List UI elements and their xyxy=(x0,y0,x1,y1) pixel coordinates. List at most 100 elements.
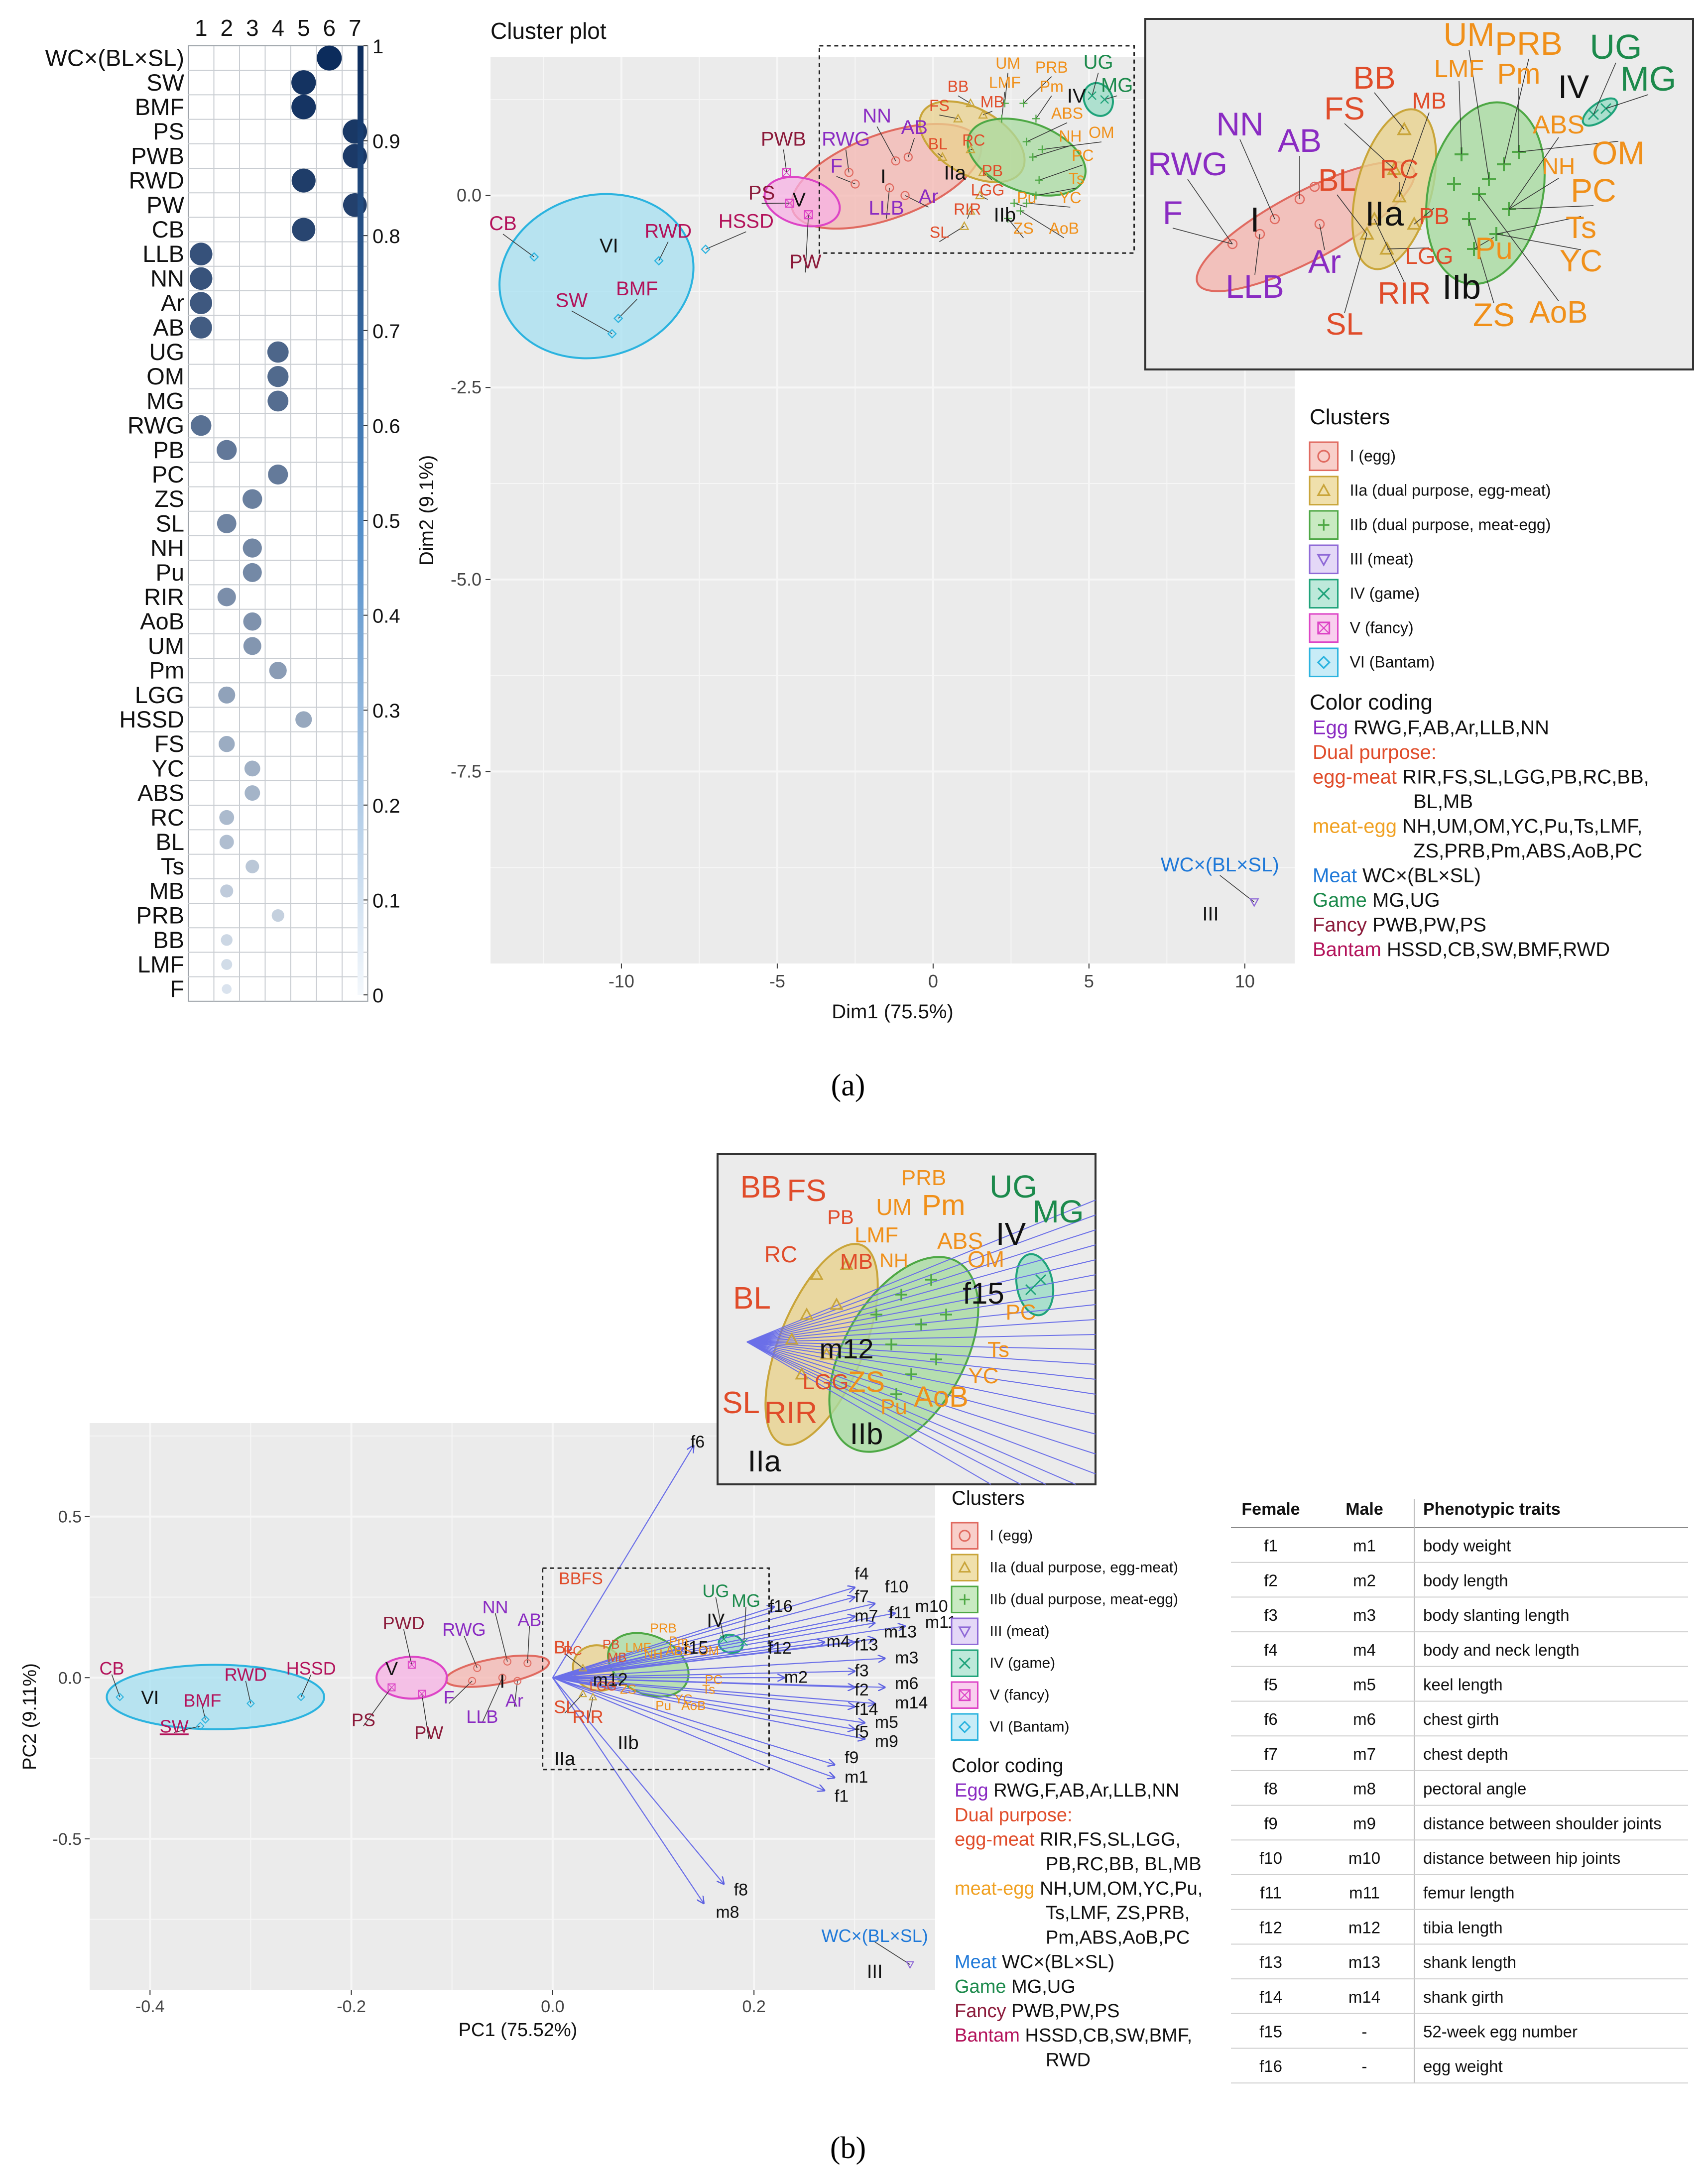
inset-b-label: ABS xyxy=(937,1228,983,1254)
legend-item-label: IIa (dual purpose, egg-meat) xyxy=(989,1560,1178,1576)
corr-colorbar xyxy=(358,46,364,995)
color-coding-value: RWG,F,AB,Ar,LLB,NN xyxy=(988,1780,1180,1801)
legend-item-label: VI (Bantam) xyxy=(989,1719,1069,1735)
point-label: PB xyxy=(981,162,1003,180)
leader-line xyxy=(111,1674,121,1697)
inset-b-label: UG xyxy=(989,1169,1037,1205)
leader-line xyxy=(967,211,971,219)
inset-b-vector xyxy=(746,1289,1096,1342)
corr-grid-frame xyxy=(188,45,368,1002)
legend-key-symbol xyxy=(1317,587,1330,600)
point-LMF xyxy=(997,115,1006,123)
point-label: PC xyxy=(1072,146,1094,164)
legend-key xyxy=(951,1554,978,1581)
inset-b-vector xyxy=(746,1214,1096,1342)
inset-b-label: BL xyxy=(733,1281,771,1316)
vector-label: m10 xyxy=(915,1597,948,1616)
point-PWB xyxy=(782,168,791,177)
inset-b-vector xyxy=(746,1341,1096,1415)
inset-a-label: ZS xyxy=(1473,296,1515,333)
point-label: CB xyxy=(489,213,517,235)
y-tick-label: -2.5 xyxy=(451,377,482,397)
legend-key-symbol-x xyxy=(959,1689,971,1701)
table-cell-female: f3 xyxy=(1264,1606,1278,1624)
inset-a-leader xyxy=(1399,112,1430,197)
inset-a-leader xyxy=(1478,194,1559,302)
color-coding-line: BL,MB xyxy=(1413,791,1473,813)
corr-row-label: NN xyxy=(150,265,184,291)
point-label-small: NH xyxy=(644,1646,663,1661)
point-PC xyxy=(1035,176,1043,184)
inset-a-point xyxy=(1447,177,1461,191)
legend-key-symbol xyxy=(1317,655,1331,669)
inset-a-label: UG xyxy=(1590,27,1642,66)
loading-vector xyxy=(552,1623,875,1679)
point-NN xyxy=(503,1657,511,1666)
corr-dot xyxy=(217,588,236,606)
inset-b-label: PC xyxy=(1005,1300,1036,1325)
leader-line xyxy=(805,215,809,273)
inset-b-vector xyxy=(746,1341,1096,1395)
leader-line xyxy=(421,1693,429,1739)
inset-a-label: Pu xyxy=(1475,232,1513,266)
corr-dot xyxy=(291,70,316,95)
color-coding-value: BL,MB xyxy=(1413,791,1473,813)
vector-label: m4 xyxy=(827,1632,850,1651)
point-label: RC xyxy=(962,131,985,149)
inset-a-label: SL xyxy=(1326,307,1363,342)
leader-line xyxy=(1092,72,1099,96)
leader-line xyxy=(836,176,855,185)
color-coding-key: Bantam xyxy=(955,2025,1020,2046)
x-axis-label: PC1 (75.52%) xyxy=(459,2020,578,2041)
inset-b-label: OM xyxy=(968,1246,1004,1272)
cluster-ellipse-IV xyxy=(1083,82,1114,117)
color-coding-line: PB,RC,BB, BL,MB xyxy=(1046,1854,1202,1875)
color-coding-title: Color coding xyxy=(1310,690,1433,715)
inset-a-leader xyxy=(1187,179,1233,244)
inset-b-point xyxy=(800,1307,814,1320)
cluster-label: IIb xyxy=(994,204,1016,226)
table-header-male: Male xyxy=(1345,1500,1383,1519)
inset-a-leader xyxy=(1414,208,1435,225)
leader-line xyxy=(1026,203,1071,208)
table-header-traits: Phenotypic traits xyxy=(1423,1500,1561,1519)
leader-line xyxy=(886,188,890,219)
leader-line xyxy=(245,1681,251,1704)
table-cell-male: m2 xyxy=(1353,1571,1376,1589)
corr-dot xyxy=(190,316,212,339)
legend-key xyxy=(1309,476,1339,506)
point-label: BBFS xyxy=(559,1569,603,1588)
color-coding-key: egg-meat xyxy=(1313,766,1397,788)
corr-dot xyxy=(292,218,316,241)
color-coding-key: egg-meat xyxy=(955,1829,1035,1850)
point-label: MG xyxy=(1101,74,1133,96)
point-label: PW xyxy=(414,1722,443,1743)
point-RWG xyxy=(473,1664,482,1672)
color-coding-value: RWD xyxy=(1046,2050,1091,2070)
corr-row-label: Pu xyxy=(156,559,185,586)
leader-line xyxy=(908,138,915,157)
inset-a-label: LGG xyxy=(1405,243,1453,269)
inset-b-vector xyxy=(746,1341,1021,1485)
point-label: CB xyxy=(99,1658,124,1679)
inset-b-point xyxy=(1035,1274,1047,1286)
point-HSSD xyxy=(701,244,711,254)
point-BMF xyxy=(201,1715,210,1724)
legend-key-symbol-x xyxy=(1318,622,1330,634)
table-cell-trait: shank length xyxy=(1423,1953,1516,1971)
traits-table: Female Male Phenotypic traits f1 m1 body weig… xyxy=(1231,1499,1688,2084)
corr-row-label: AB xyxy=(153,314,184,341)
zoom-box-b xyxy=(542,1567,770,1771)
inset-b-label: IIb xyxy=(850,1417,883,1450)
point-F xyxy=(851,179,860,189)
point-label-small: Pm xyxy=(669,1634,688,1649)
legend-key xyxy=(951,1617,978,1645)
leader-line xyxy=(1042,141,1101,150)
point-SL xyxy=(578,1689,588,1697)
table-cell-trait: keel length xyxy=(1423,1676,1503,1694)
inset-a-point xyxy=(1269,214,1280,225)
point-label: ZS xyxy=(1013,220,1034,238)
color-coding-line: meat-egg NH,UM,OM,YC,Pu, xyxy=(955,1878,1203,1899)
cluster-label: IV xyxy=(707,1610,725,1631)
color-coding-value: HSSD,CB,SW,BMF, xyxy=(1020,2025,1192,2046)
